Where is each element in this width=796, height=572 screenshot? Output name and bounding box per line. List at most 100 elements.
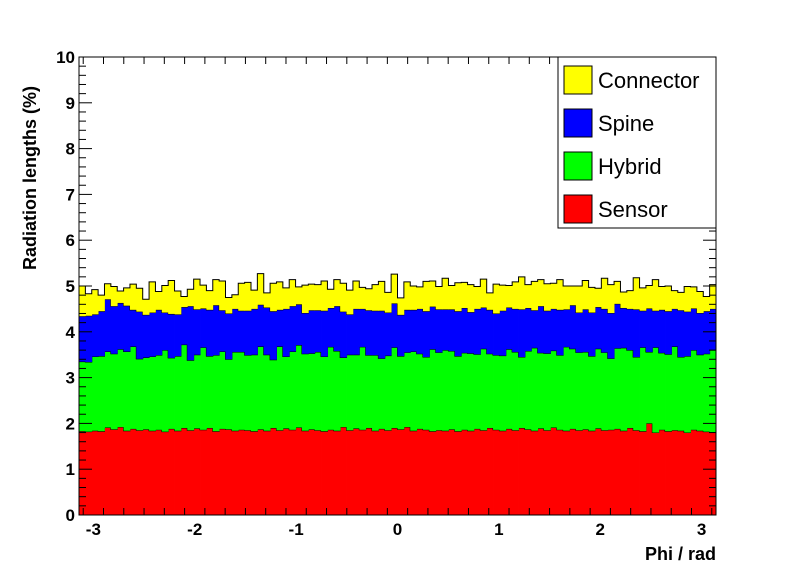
spine-bar — [327, 307, 335, 347]
connector-bar — [563, 286, 570, 310]
spine-bar — [238, 310, 246, 352]
spine-bar — [231, 308, 239, 352]
spine-bar — [486, 309, 494, 354]
sensor-bar — [149, 430, 156, 515]
hybrid-bar — [85, 362, 93, 432]
hybrid-bar — [410, 351, 418, 431]
spine-bar — [633, 309, 640, 357]
connector-bar — [250, 290, 258, 309]
connector-bar — [658, 286, 666, 310]
spine-bar — [416, 308, 424, 354]
connector-bar — [607, 284, 615, 314]
hybrid-bar — [544, 353, 551, 431]
hybrid-bar — [161, 350, 169, 432]
spine-bar — [110, 306, 118, 354]
sensor-bar — [206, 427, 214, 515]
sensor-bar — [556, 429, 564, 515]
sensor-bar — [212, 431, 220, 515]
connector-bar — [174, 291, 182, 315]
connector-bar — [384, 292, 392, 313]
hybrid-bar — [282, 356, 290, 429]
connector-bar — [633, 277, 640, 310]
x-axis-tick-labels: -3 -2 -1 0 1 2 3 — [86, 520, 707, 539]
hybrid-bar — [270, 359, 277, 428]
spine-bar — [98, 311, 105, 357]
sensor-bar — [620, 430, 628, 515]
spine-bar — [200, 308, 207, 348]
spine-bar — [607, 313, 615, 359]
sensor-bar — [594, 428, 602, 515]
spine-bar — [301, 313, 309, 354]
hybrid-bar — [569, 348, 577, 429]
spine-bar — [531, 310, 539, 348]
sensor-bar — [327, 429, 335, 515]
sensor-bar — [270, 427, 277, 515]
sensor-bar — [550, 427, 558, 515]
connector-bar — [531, 281, 539, 311]
connector-bar — [206, 290, 214, 310]
spine-bar — [321, 310, 328, 357]
sensor-bar — [352, 428, 360, 515]
hybrid-bar — [524, 351, 532, 430]
spine-bar — [359, 308, 367, 347]
legend-items: Connector Spine Hybrid Sensor — [563, 65, 700, 224]
hybrid-bar — [308, 353, 316, 430]
connector-bar — [333, 279, 341, 307]
spine-bar — [454, 311, 462, 357]
hybrid-bar — [537, 352, 545, 429]
connector-bar — [512, 281, 519, 309]
hybrid-bar — [480, 348, 488, 431]
sensor-bar — [359, 429, 367, 515]
sensor-bar — [142, 429, 150, 515]
spine-bar — [626, 308, 634, 351]
connector-bar — [493, 284, 500, 314]
sensor-bar — [486, 427, 494, 515]
hybrid-bar — [671, 346, 679, 431]
hybrid-bar — [633, 356, 640, 431]
sensor-bar — [639, 431, 647, 515]
spine-bar — [276, 309, 284, 347]
spine-bar — [703, 311, 711, 354]
connector-bar — [665, 286, 672, 312]
connector-bar — [639, 287, 647, 311]
spine-bar — [295, 304, 303, 346]
connector-bar — [365, 288, 373, 311]
hybrid-bar — [422, 356, 430, 430]
hybrid-bar — [257, 346, 265, 430]
sensor-bar — [518, 427, 526, 515]
hybrid-bar — [180, 344, 188, 428]
hybrid-bar — [703, 353, 711, 432]
hybrid-bar — [91, 356, 99, 431]
sensor-bar — [607, 429, 615, 515]
hybrid-bar — [454, 356, 462, 432]
hybrid-bar — [594, 348, 602, 429]
sensor-bar — [493, 429, 500, 515]
hybrid-bar — [639, 347, 647, 432]
spine-bar — [442, 309, 449, 351]
spine-bar — [161, 312, 169, 351]
hybrid-bar — [168, 357, 175, 429]
spine-bar — [378, 310, 386, 359]
connector-bar — [416, 286, 424, 309]
connector-bar — [372, 284, 379, 311]
connector-bar — [155, 291, 163, 310]
connector-bar — [709, 284, 717, 309]
hybrid-bar — [200, 347, 207, 430]
spine-bar — [104, 299, 112, 352]
connector-bar — [110, 286, 118, 307]
hybrid-bar — [658, 352, 666, 430]
spine-bar — [493, 313, 500, 356]
hybrid-bar — [187, 360, 195, 431]
connector-bar — [244, 282, 252, 311]
hybrid-bar — [117, 349, 124, 428]
hybrid-bar — [123, 351, 131, 431]
hybrid-bar — [142, 357, 150, 430]
spine-bar — [225, 313, 233, 360]
connector-bar — [550, 283, 558, 309]
sensor-bar — [703, 431, 711, 515]
sensor-bar — [282, 428, 290, 515]
connector-bar — [626, 290, 634, 309]
y-tick-label: 4 — [66, 323, 76, 342]
hybrid-bar — [352, 354, 360, 429]
histogram-bars — [79, 273, 717, 515]
